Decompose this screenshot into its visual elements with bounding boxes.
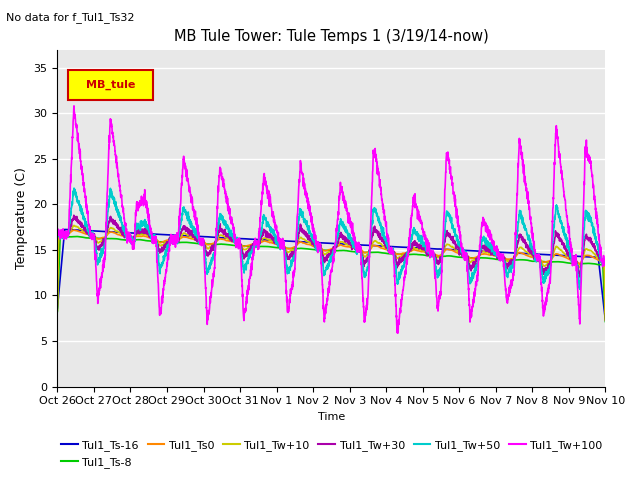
Line: Tul1_Ts-8: Tul1_Ts-8 [58,237,605,322]
Tul1_Tw+30 [54,232,61,238]
Tul1_Tw+10 [116,230,124,236]
Tul1_Ts-8 [602,319,609,324]
Tul1_Ts0 [264,239,271,245]
Line: Tul1_Tw+50: Tul1_Tw+50 [58,188,605,289]
Tul1_Ts-8 [264,244,271,250]
Tul1_Tw+10 [287,247,295,253]
Tul1_Tw+30 [116,227,124,232]
Tul1_Ts0 [591,255,598,261]
Tul1_Tw+30 [264,230,271,236]
Tul1_Tw+50 [287,263,295,269]
FancyBboxPatch shape [68,70,154,100]
Tul1_Ts-8 [56,234,64,240]
Tul1_Tw+50 [70,185,78,191]
Tul1_Ts0 [54,302,61,308]
Tul1_Tw+50 [532,254,540,260]
Tul1_Ts-16 [532,251,540,257]
X-axis label: Time: Time [318,412,345,422]
Tul1_Tw+30 [287,250,295,256]
Text: MB_tule: MB_tule [86,80,135,90]
Tul1_Ts0 [148,236,156,241]
Tul1_Ts0 [116,232,124,238]
Text: No data for f_Tul1_Ts32: No data for f_Tul1_Ts32 [6,12,135,23]
Tul1_Tw+100 [54,229,61,235]
Tul1_Ts-16 [61,227,68,232]
Tul1_Tw+100 [602,260,609,265]
Tul1_Ts-16 [602,317,609,323]
Tul1_Tw+100 [591,197,599,203]
Tul1_Tw+50 [54,234,61,240]
Tul1_Ts0 [602,317,609,323]
Tul1_Tw+30 [576,274,584,280]
Tul1_Tw+10 [591,251,598,257]
Tul1_Ts-16 [148,231,156,237]
Tul1_Tw+30 [532,254,540,260]
Y-axis label: Temperature (C): Temperature (C) [15,167,28,269]
Tul1_Tw+10 [602,309,609,315]
Tul1_Ts-16 [287,239,295,244]
Tul1_Tw+50 [116,213,124,219]
Tul1_Ts-8 [591,261,598,267]
Tul1_Ts-16 [54,305,61,311]
Tul1_Tw+10 [54,307,61,313]
Tul1_Tw+10 [532,255,540,261]
Tul1_Tw+50 [148,240,156,246]
Tul1_Tw+10 [70,222,78,228]
Tul1_Tw+50 [602,262,609,267]
Tul1_Tw+50 [576,287,584,292]
Tul1_Ts-8 [116,237,124,242]
Tul1_Ts0 [287,245,295,251]
Tul1_Tw+100 [394,330,402,336]
Line: Tul1_Tw+100: Tul1_Tw+100 [58,106,605,333]
Line: Tul1_Tw+10: Tul1_Tw+10 [58,225,605,312]
Tul1_Tw+30 [591,246,599,252]
Tul1_Tw+100 [287,287,295,293]
Tul1_Ts-16 [591,254,598,260]
Line: Tul1_Ts0: Tul1_Ts0 [58,230,605,320]
Tul1_Ts0 [70,227,78,233]
Tul1_Tw+50 [264,219,271,225]
Tul1_Ts0 [532,255,540,261]
Tul1_Ts-8 [54,309,61,314]
Tul1_Ts-8 [287,246,295,252]
Tul1_Tw+30 [70,212,77,218]
Legend: Tul1_Ts-16, Tul1_Ts-8, Tul1_Ts0, Tul1_Tw+10, Tul1_Tw+30, Tul1_Tw+50, Tul1_Tw+100: Tul1_Ts-16, Tul1_Ts-8, Tul1_Ts0, Tul1_Tw… [57,436,607,472]
Tul1_Ts-8 [148,239,156,244]
Tul1_Ts-16 [264,237,271,243]
Tul1_Tw+100 [116,187,124,192]
Line: Tul1_Ts-16: Tul1_Ts-16 [58,229,605,320]
Tul1_Tw+30 [148,236,156,241]
Tul1_Tw+100 [264,195,271,201]
Tul1_Tw+50 [591,233,599,239]
Tul1_Ts-16 [116,229,124,235]
Tul1_Tw+10 [148,235,156,241]
Title: MB Tule Tower: Tule Temps 1 (3/19/14-now): MB Tule Tower: Tule Temps 1 (3/19/14-now… [174,29,489,44]
Tul1_Tw+100 [532,252,540,257]
Tul1_Tw+100 [70,103,78,109]
Line: Tul1_Tw+30: Tul1_Tw+30 [58,215,605,277]
Tul1_Tw+100 [148,234,156,240]
Tul1_Ts-8 [532,258,540,264]
Tul1_Tw+10 [264,237,271,242]
Tul1_Tw+30 [602,258,609,264]
